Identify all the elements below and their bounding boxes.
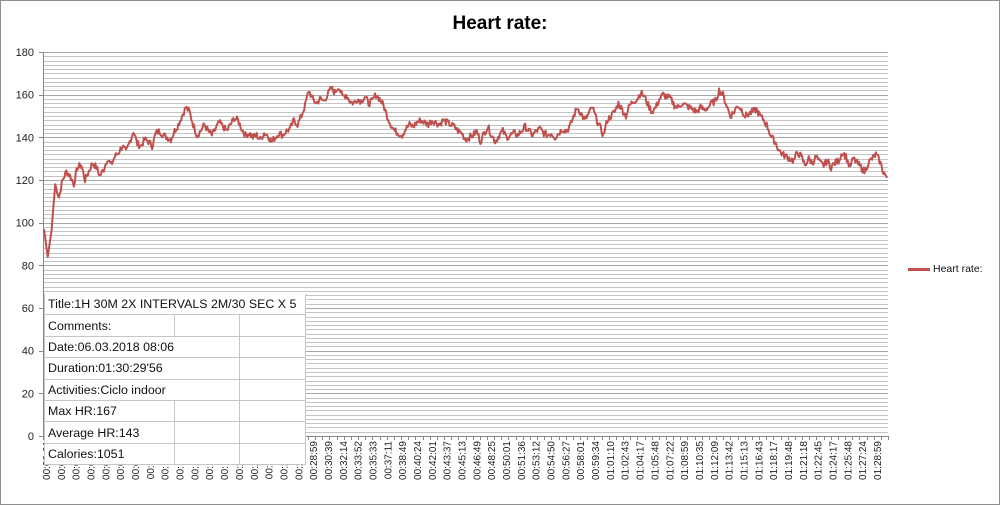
x-tick-label: 01:18:17 <box>769 441 780 480</box>
info-calories: Calories:1051 <box>44 442 175 466</box>
x-tick-label: 00:56:27 <box>561 441 572 480</box>
x-tick-label: 00:48:25 <box>487 441 498 480</box>
x-tick-label: 01:02:43 <box>621 441 632 480</box>
x-tick-label: 00:40:24 <box>413 441 424 480</box>
x-tick-label: 00:58:01 <box>576 441 587 480</box>
x-tick-label: 00:32:14 <box>339 441 350 480</box>
x-tick-label: 00:50:01 <box>502 441 513 480</box>
x-tick-label: 01:10:35 <box>695 441 706 480</box>
x-tick-label: 01:22:45 <box>814 441 825 480</box>
x-tick-label: 01:21:18 <box>799 441 810 480</box>
y-tick-label: 180 <box>16 47 34 59</box>
series-line-heart-rate <box>43 85 888 258</box>
x-tick-label: 01:04:17 <box>636 441 647 480</box>
x-tick-label: 01:12:09 <box>710 441 721 480</box>
x-tick-label: 00:46:49 <box>472 441 483 480</box>
x-tick-label: 01:15:13 <box>739 441 750 480</box>
y-tick-label: 120 <box>16 175 34 187</box>
y-axis-tick-labels: 0 20 40 60 80 100 120 140 160 180 <box>16 47 34 443</box>
x-tick-label: 01:28:59 <box>873 441 884 480</box>
x-tick-label: 01:16:43 <box>754 441 765 480</box>
workout-info-table: Title:1H 30M 2X INTERVALS 2M/30 SEC X 5 … <box>44 294 306 466</box>
y-tick-label: 100 <box>16 218 34 230</box>
x-tick-label: 01:27:24 <box>858 441 869 480</box>
info-duration: Duration:01:30:29'56 <box>44 357 240 380</box>
x-tick-label: 00:35:33 <box>369 441 380 480</box>
x-tick-label: 00:37:11 <box>383 441 394 480</box>
series-layer <box>43 85 888 258</box>
info-title: Title:1H 30M 2X INTERVALS 2M/30 SEC X 5 <box>44 294 306 316</box>
y-tick-label: 80 <box>22 260 34 272</box>
x-tick-label: 01:07:22 <box>665 441 676 480</box>
x-tick-label: 00:28:59 <box>309 441 320 480</box>
x-tick-label: 01:08:59 <box>680 441 691 480</box>
x-tick-label: 00:59:34 <box>591 441 602 480</box>
x-tick-label: 00:38:49 <box>398 441 409 480</box>
x-tick-label: 01:25:48 <box>843 441 854 480</box>
info-date: Date:06.03.2018 08:06 <box>44 335 240 359</box>
legend: Heart rate: <box>908 263 983 275</box>
info-max-hr: Max HR:167 <box>44 399 175 423</box>
chart-title: Heart rate: <box>452 13 548 34</box>
x-tick-label: 01:05:48 <box>650 441 661 480</box>
y-tick-label: 20 <box>22 388 34 400</box>
info-comments: Comments: <box>44 314 175 337</box>
y-tick-label: 140 <box>16 132 34 144</box>
legend-swatch <box>908 267 930 271</box>
x-tick-label: 00:54:50 <box>547 441 558 480</box>
x-tick-label: 00:45:13 <box>458 441 469 480</box>
x-tick-label: 00:42:01 <box>428 441 439 480</box>
x-tick-label: 01:19:48 <box>784 441 795 480</box>
y-tick-label: 40 <box>22 346 34 358</box>
x-tick-label: 00:53:12 <box>532 441 543 480</box>
x-tick-label: 00:33:52 <box>354 441 365 480</box>
x-tick-label: 00:30:39 <box>324 441 335 480</box>
y-tick-label: 0 <box>28 431 34 443</box>
x-tick-label: 00:43:37 <box>443 441 454 480</box>
legend-label: Heart rate: <box>933 263 983 275</box>
info-average-hr: Average HR:143 <box>44 421 175 444</box>
y-tick-label: 60 <box>22 303 34 315</box>
x-tick-label: 00:51:36 <box>517 441 528 480</box>
x-tick-label: 01:13:42 <box>725 441 736 480</box>
y-tick-label: 160 <box>16 90 34 102</box>
x-tick-label: 01:01:10 <box>606 441 617 480</box>
x-tick-label: 01:24:17 <box>829 441 840 480</box>
info-activities: Activities:Ciclo indoor <box>44 378 240 401</box>
